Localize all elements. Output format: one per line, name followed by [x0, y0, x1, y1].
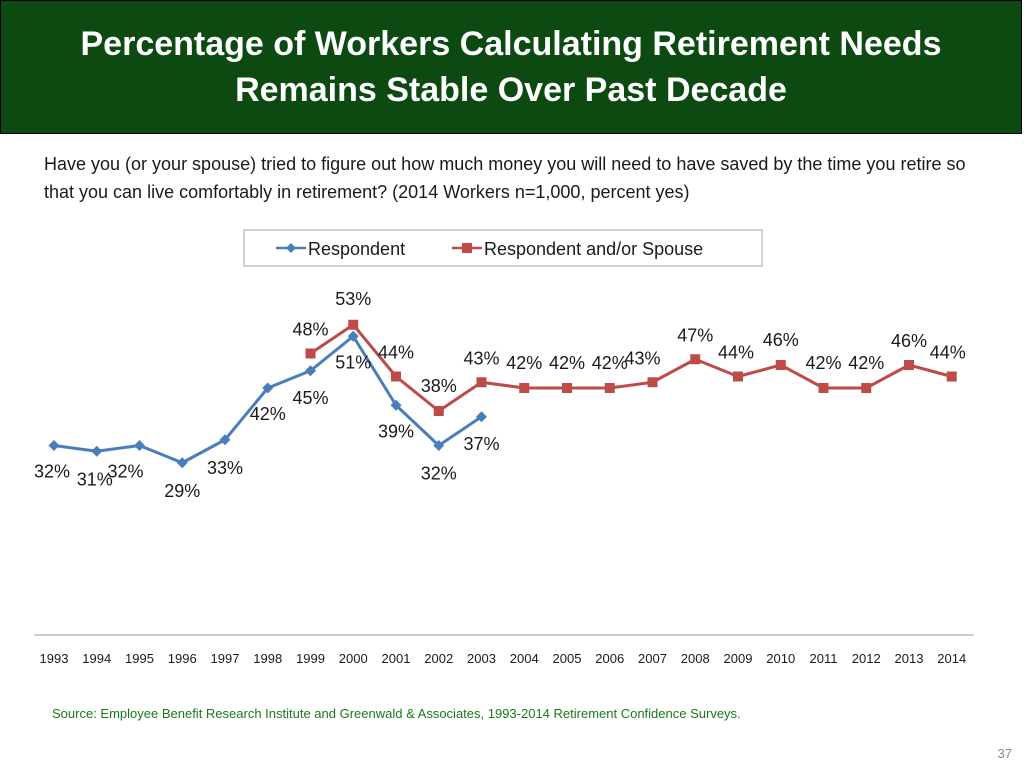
spouse-label-2002: 38% — [421, 376, 457, 396]
respondent-point-2003 — [476, 411, 487, 423]
spouse-label-1999: 48% — [292, 320, 328, 340]
survey-question: Have you (or your spouse) tried to figur… — [44, 154, 966, 202]
series-line-respondent — [53, 334, 483, 465]
spouse-label-2013: 46% — [891, 331, 927, 351]
respondent-label-1999: 45% — [292, 388, 328, 408]
legend-box — [243, 229, 763, 267]
respondent-point-1996 — [176, 457, 188, 469]
respondent-label-2000: 51% — [335, 352, 371, 372]
spouse-label-2005: 42% — [549, 353, 585, 373]
spouse-point-2008 — [690, 354, 701, 365]
spouse-label-2007: 43% — [624, 348, 660, 368]
respondent-point-1997 — [219, 434, 231, 446]
x-tick-label-2005: 2005 — [553, 651, 582, 666]
spouse-label-2012: 42% — [848, 353, 884, 373]
respondent-point-1995 — [134, 440, 145, 451]
x-tick-label-1997: 1997 — [211, 651, 240, 666]
spouse-label-2004: 42% — [506, 353, 542, 373]
legend-diamond-marker — [286, 243, 296, 253]
respondent-point-1993 — [48, 440, 60, 451]
spouse-point-2000 — [348, 319, 359, 330]
spouse-point-2009 — [733, 371, 743, 382]
legend-square-marker — [462, 243, 472, 253]
respondent-point-2002 — [433, 440, 445, 451]
legend-label-0: Respondent — [308, 239, 405, 259]
respondent-point-1994 — [91, 445, 103, 457]
legend-label-1: Respondent and/or Spouse — [484, 239, 703, 259]
slide-title: Percentage of Workers Calculating Retire… — [31, 21, 991, 113]
x-tick-label-2010: 2010 — [766, 651, 795, 666]
x-tick-label-2012: 2012 — [852, 651, 881, 666]
respondent-label-1997: 33% — [207, 458, 243, 478]
page-number: 37 — [997, 746, 1012, 761]
x-tick-label-2007: 2007 — [638, 651, 667, 666]
respondent-label-1993: 32% — [34, 462, 70, 482]
spouse-label-2014: 44% — [930, 343, 966, 363]
x-tick-label-2000: 2000 — [339, 651, 368, 666]
x-tick-label-1993: 1993 — [40, 651, 69, 666]
spouse-point-2004 — [519, 383, 530, 393]
x-tick-label-2014: 2014 — [937, 651, 966, 666]
title-line-2: Remains Stable Over Past Decade — [235, 71, 787, 109]
x-tick-label-2013: 2013 — [895, 651, 924, 666]
x-tick-label-2009: 2009 — [724, 651, 753, 666]
spouse-label-2010: 46% — [763, 330, 799, 350]
spouse-label-2000: 53% — [335, 289, 371, 309]
series-line-spouse — [309, 323, 953, 413]
respondent-label-1994: 31% — [77, 469, 113, 489]
respondent-label-2001: 39% — [378, 421, 414, 441]
spouse-label-2006: 42% — [592, 353, 628, 373]
respondent-label-2002: 32% — [421, 464, 457, 484]
x-tick-label-2004: 2004 — [510, 651, 539, 666]
x-tick-label-2003: 2003 — [467, 651, 496, 666]
spouse-point-2013 — [904, 360, 914, 370]
spouse-point-2005 — [562, 383, 572, 393]
x-tick-label-2001: 2001 — [382, 651, 411, 666]
title-line-1: Percentage of Workers Calculating Retire… — [80, 25, 942, 63]
respondent-label-2003: 37% — [463, 434, 499, 454]
spouse-label-2003: 43% — [463, 348, 499, 368]
x-tick-label-1996: 1996 — [168, 651, 197, 666]
respondent-point-2001 — [390, 399, 402, 411]
spouse-point-2002 — [433, 406, 444, 416]
source-note: Source: Employee Benefit Research Instit… — [52, 706, 741, 721]
x-tick-label-1994: 1994 — [82, 651, 111, 666]
x-tick-label-2002: 2002 — [424, 651, 453, 666]
spouse-point-1999 — [305, 348, 316, 359]
spouse-label-2001: 44% — [378, 343, 414, 363]
respondent-label-1995: 32% — [107, 462, 143, 482]
spouse-point-2006 — [604, 383, 615, 393]
respondent-label-1998: 42% — [250, 404, 286, 424]
spouse-point-2003 — [476, 377, 487, 388]
spouse-point-2012 — [861, 383, 872, 393]
title-bar: Percentage of Workers Calculating Retire… — [0, 0, 1022, 134]
x-tick-label-2006: 2006 — [595, 651, 624, 666]
spouse-point-2014 — [946, 371, 957, 382]
respondent-point-2000 — [347, 330, 359, 342]
x-tick-label-2011: 2011 — [810, 651, 838, 666]
spouse-label-2011: 42% — [805, 353, 841, 373]
spouse-label-2008: 47% — [677, 325, 713, 345]
x-tick-label-2008: 2008 — [681, 651, 710, 666]
respondent-label-1996: 29% — [164, 481, 200, 501]
x-tick-label-1995: 1995 — [125, 651, 154, 666]
spouse-point-2001 — [391, 371, 401, 382]
spouse-point-2011 — [818, 383, 829, 393]
spouse-point-2007 — [647, 377, 658, 388]
spouse-point-2010 — [775, 360, 786, 370]
x-tick-label-1999: 1999 — [296, 651, 325, 666]
respondent-point-1999 — [305, 365, 316, 377]
spouse-label-2009: 44% — [718, 343, 754, 363]
respondent-point-1998 — [262, 382, 274, 394]
x-tick-label-1998: 1998 — [253, 651, 282, 666]
